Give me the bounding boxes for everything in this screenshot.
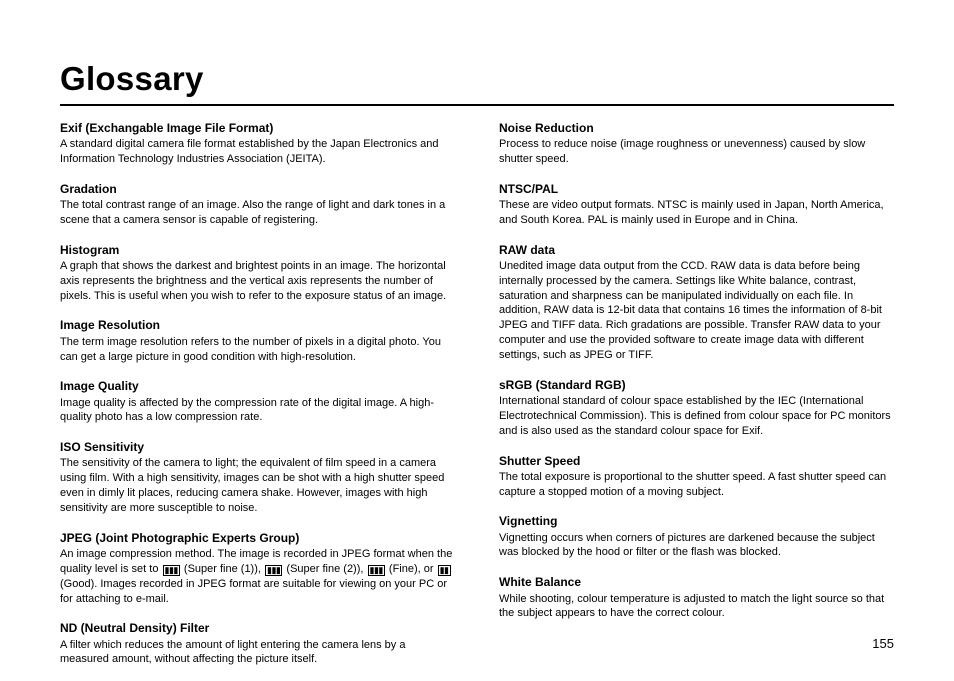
glossary-entry: NTSC/PALThese are video output formats. … — [499, 181, 894, 228]
glossary-definition: Unedited image data output from the CCD.… — [499, 259, 894, 363]
glossary-definition: Image quality is affected by the compres… — [60, 396, 455, 426]
definition-text: (Super fine (1)), — [181, 563, 264, 575]
glossary-entry: Exif (Exchangable Image File Format)A st… — [60, 120, 455, 167]
page-title: Glossary — [60, 60, 894, 106]
glossary-entry: Image Quality Image quality is affected b… — [60, 378, 455, 425]
glossary-term: ISO Sensitivity — [60, 439, 455, 455]
glossary-entry: GradationThe total contrast range of an … — [60, 181, 455, 228]
glossary-definition: Process to reduce noise (image roughness… — [499, 137, 894, 167]
quality-icon: ▮▮▮ — [163, 565, 180, 576]
glossary-entry: Noise ReductionProcess to reduce noise (… — [499, 120, 894, 167]
glossary-definition: An image compression method. The image i… — [60, 547, 455, 606]
glossary-entry: Vignetting Vignetting occurs when corners… — [499, 513, 894, 560]
glossary-entry: ND (Neutral Density) Filter A filter whic… — [60, 620, 455, 667]
glossary-term: Noise Reduction — [499, 120, 894, 136]
left-column: Exif (Exchangable Image File Format)A st… — [60, 120, 455, 681]
definition-text: (Good). Images recorded in JPEG format a… — [60, 578, 447, 605]
page-container: Glossary Exif (Exchangable Image File Fo… — [0, 0, 954, 679]
glossary-entry: RAW dataUnedited image data output from … — [499, 242, 894, 363]
glossary-definition: While shooting, colour temperature is ad… — [499, 592, 894, 622]
glossary-entry: White Balance While shooting, colour temp… — [499, 574, 894, 621]
definition-text: (Fine), or — [386, 563, 437, 575]
glossary-term: ND (Neutral Density) Filter — [60, 620, 455, 636]
glossary-term: Histogram — [60, 242, 455, 258]
glossary-term: JPEG (Joint Photographic Experts Group) — [60, 530, 455, 546]
glossary-term: Gradation — [60, 181, 455, 197]
glossary-term: sRGB (Standard RGB) — [499, 377, 894, 393]
glossary-term: Vignetting — [499, 513, 894, 529]
glossary-term: NTSC/PAL — [499, 181, 894, 197]
glossary-definition: The total exposure is proportional to th… — [499, 470, 894, 500]
glossary-entry: Image Resolution The term image resolutio… — [60, 317, 455, 364]
page-number: 155 — [872, 636, 894, 651]
glossary-definition: A standard digital camera file format es… — [60, 137, 455, 167]
glossary-term: Shutter Speed — [499, 453, 894, 469]
glossary-term: Image Quality — [60, 378, 455, 394]
glossary-definition: The sensitivity of the camera to light; … — [60, 456, 455, 515]
right-column: Noise ReductionProcess to reduce noise (… — [499, 120, 894, 681]
quality-icon: ▮▮▮ — [265, 565, 282, 576]
glossary-entry: ISO SensitivityThe sensitivity of the ca… — [60, 439, 455, 516]
quality-icon: ▮▮ — [438, 565, 451, 576]
glossary-entry: JPEG (Joint Photographic Experts Group)A… — [60, 530, 455, 607]
glossary-term: RAW data — [499, 242, 894, 258]
glossary-definition: A graph that shows the darkest and brigh… — [60, 259, 455, 304]
glossary-entry: HistogramA graph that shows the darkest … — [60, 242, 455, 304]
glossary-definition: The term image resolution refers to the … — [60, 335, 455, 365]
definition-text: (Super fine (2)), — [283, 563, 366, 575]
quality-icon: ▮▮▮ — [368, 565, 385, 576]
glossary-definition: A filter which reduces the amount of lig… — [60, 638, 455, 668]
glossary-definition: International standard of colour space e… — [499, 394, 894, 439]
glossary-definition: The total contrast range of an image. Al… — [60, 198, 455, 228]
glossary-definition: These are video output formats. NTSC is … — [499, 198, 894, 228]
glossary-entry: Shutter SpeedThe total exposure is propo… — [499, 453, 894, 500]
glossary-definition: Vignetting occurs when corners of pictur… — [499, 531, 894, 561]
glossary-term: Image Resolution — [60, 317, 455, 333]
glossary-term: Exif (Exchangable Image File Format) — [60, 120, 455, 136]
glossary-term: White Balance — [499, 574, 894, 590]
glossary-entry: sRGB (Standard RGB)International standar… — [499, 377, 894, 439]
columns: Exif (Exchangable Image File Format)A st… — [60, 120, 894, 681]
